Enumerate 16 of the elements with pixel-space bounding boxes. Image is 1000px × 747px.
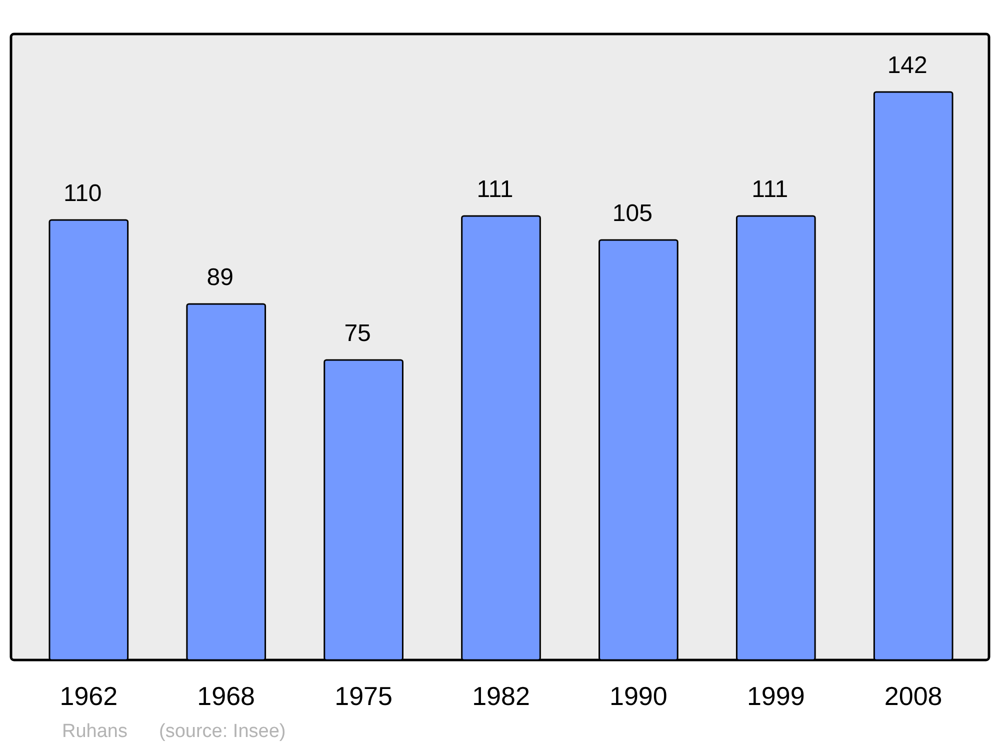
x-tick-label: 1982	[472, 681, 530, 711]
x-tick-label: 1962	[60, 681, 118, 711]
text: (source: Insee)	[159, 721, 286, 742]
data-label: 111	[752, 176, 788, 203]
data-label: 105	[612, 200, 652, 227]
data-label: 89	[206, 264, 234, 291]
data-label: 111	[476, 176, 514, 203]
x-tick-label: 1990	[610, 681, 668, 711]
x-tick-label: 1968	[197, 681, 256, 711]
data-label: 142	[887, 52, 928, 79]
x-tick-label: 2008	[884, 681, 942, 711]
data-label: 110	[64, 180, 102, 207]
text: Ruhans	[62, 721, 128, 742]
data-label: 75	[344, 320, 371, 347]
x-tick-label: 1999	[746, 681, 805, 711]
x-tick-label: 1975	[334, 681, 392, 711]
